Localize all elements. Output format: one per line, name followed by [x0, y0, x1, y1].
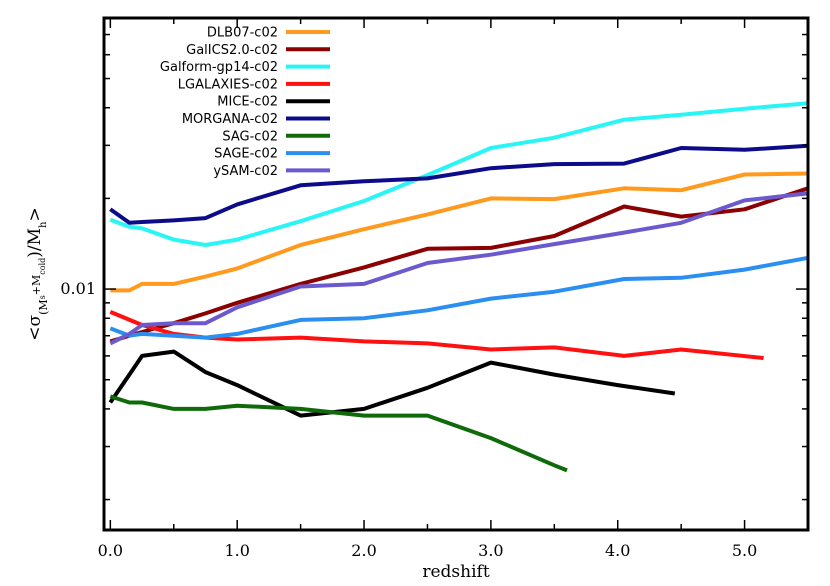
- legend-label: Galform-gp14-c02: [160, 60, 278, 75]
- legend-label: MORGANA-c02: [182, 112, 278, 127]
- x-tick-label: 2.0: [351, 541, 376, 560]
- y-axis-label-sub2: s: [38, 295, 47, 299]
- series-line-3: [109, 310, 764, 361]
- series-line-0: [110, 171, 808, 293]
- legend-label: ySAM-c02: [213, 164, 278, 179]
- x-tick-label: 0.0: [98, 541, 123, 560]
- legend-label: DLB07-c02: [207, 26, 278, 41]
- series-line-6: [109, 394, 568, 473]
- y-axis-label-sub: (M: [37, 299, 50, 315]
- y-axis-label-open: <σ: [25, 314, 45, 340]
- legend-label: LGALAXIES-c02: [178, 77, 278, 92]
- series-line-7: [109, 255, 808, 340]
- axis-ticks: 0.0 1.0 2.0 3.0 4.0 5.0 0.01: [60, 18, 809, 560]
- x-tick-label: 1.0: [224, 541, 249, 560]
- y-tick-label: 0.01: [60, 279, 96, 298]
- x-tick-label: 5.0: [732, 541, 757, 560]
- legend-label: SAGE-c02: [214, 147, 278, 162]
- plot-frame: [102, 16, 810, 532]
- legend: DLB07-c02 GalICS2.0-c02 Galform-gp14-c02 LG…: [160, 26, 330, 179]
- y-axis-label-sub3: +M: [30, 275, 43, 295]
- x-axis-label: redshift: [422, 562, 489, 581]
- series-line-5: [109, 143, 808, 225]
- legend-label: MICE-c02: [217, 95, 278, 110]
- series-line-2: [109, 101, 808, 247]
- y-axis-label-sub4: cold: [38, 258, 47, 275]
- legend-label: GalICS2.0-c02: [186, 43, 278, 58]
- y-axis-label-sub5: h: [38, 221, 49, 228]
- x-tick-label: 3.0: [478, 541, 503, 560]
- y-axis-label: <σ(Ms+Mcold)/Mh>: [25, 207, 50, 340]
- x-tick-label: 4.0: [605, 541, 630, 560]
- plot-area: [108, 101, 808, 473]
- series-line-4: [108, 349, 676, 418]
- series-line-8: [109, 191, 808, 346]
- y-axis-label-mid: )/M: [25, 228, 45, 258]
- legend-label: SAG-c02: [222, 129, 278, 144]
- y-axis-label-close: >: [25, 207, 45, 221]
